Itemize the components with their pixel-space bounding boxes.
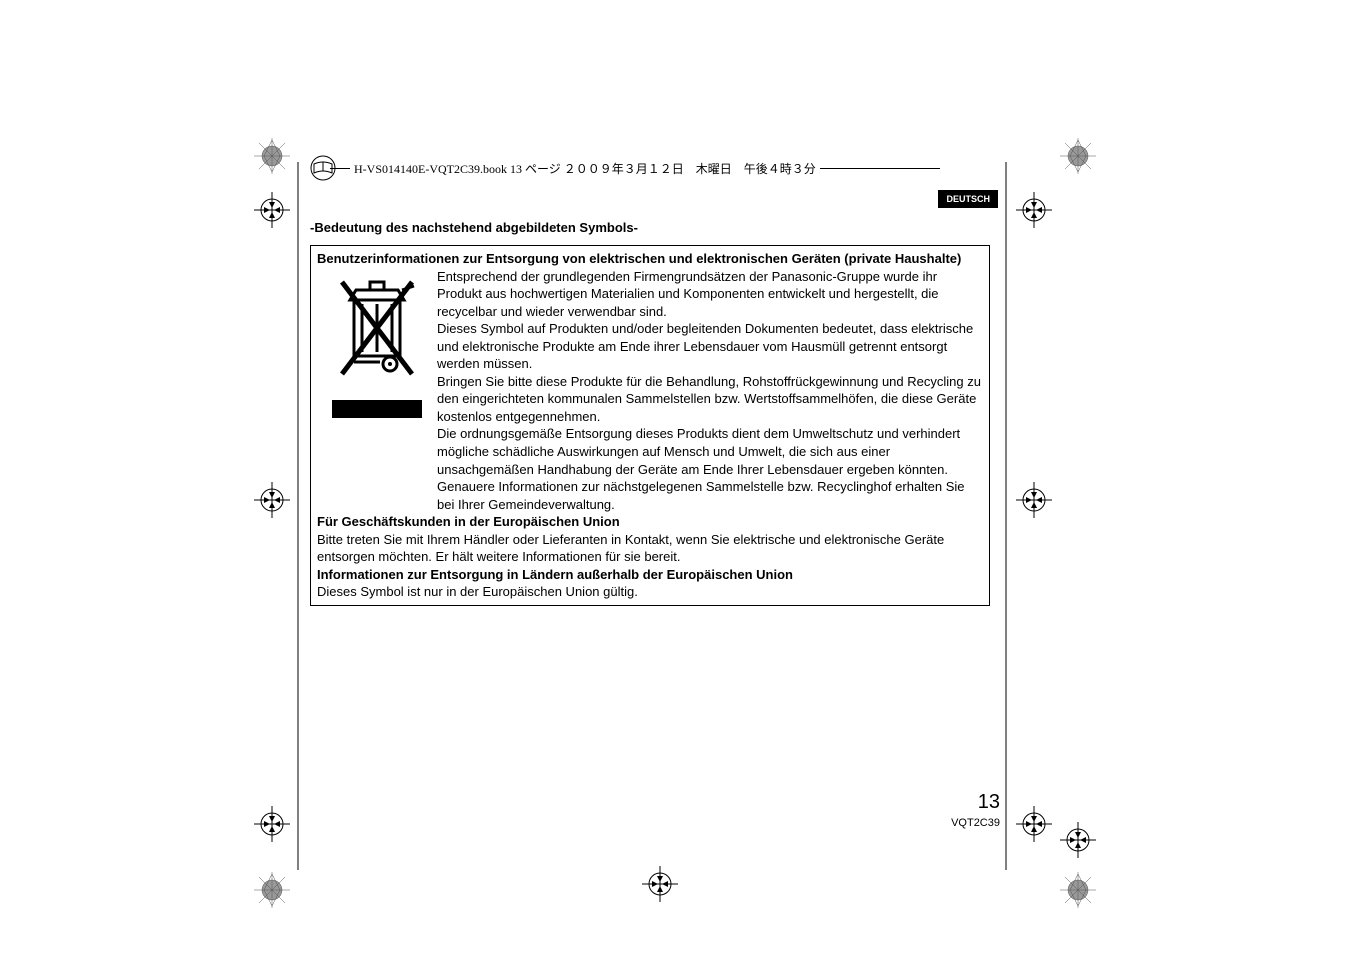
reg-burst-tr bbox=[1058, 136, 1098, 176]
reg-burst-tl bbox=[252, 136, 292, 176]
section-title: -Bedeutung des nachstehend abgebildeten … bbox=[310, 220, 638, 235]
para-5: Genauere Informationen zur nächstgelegen… bbox=[437, 478, 983, 513]
doc-code: VQT2C39 bbox=[951, 817, 1000, 829]
page-number: 13 bbox=[978, 791, 1000, 814]
para-2: Dieses Symbol auf Produkten und/oder beg… bbox=[437, 320, 983, 373]
weee-bar bbox=[332, 400, 422, 418]
para-3: Bringen Sie bitte diese Produkte für die… bbox=[437, 373, 983, 426]
box-title: Benutzerinformationen zur Entsorgung von… bbox=[317, 251, 961, 266]
para-1: Entsprechend der grundlegenden Firmengru… bbox=[437, 268, 983, 321]
language-badge: DEUTSCH bbox=[938, 190, 998, 208]
sub2-body: Dieses Symbol ist nur in der Europäische… bbox=[317, 583, 983, 601]
sub1-body: Bitte treten Sie mit Ihrem Händler oder … bbox=[317, 531, 983, 566]
para-4: Die ordnungsgemäße Entsorgung dieses Pro… bbox=[437, 425, 983, 478]
reg-burst-br bbox=[1058, 870, 1098, 910]
header-filename: H-VS014140E-VQT2C39.book 13 ページ ２００９年３月１… bbox=[350, 160, 820, 177]
sub2-title: Informationen zur Entsorgung in Ländern … bbox=[317, 567, 793, 582]
sub1-title: Für Geschäftskunden in der Europäischen … bbox=[317, 514, 620, 529]
reg-burst-bl bbox=[252, 870, 292, 910]
disposal-info-box: Benutzerinformationen zur Entsorgung von… bbox=[310, 245, 990, 606]
weee-icon bbox=[332, 272, 422, 382]
